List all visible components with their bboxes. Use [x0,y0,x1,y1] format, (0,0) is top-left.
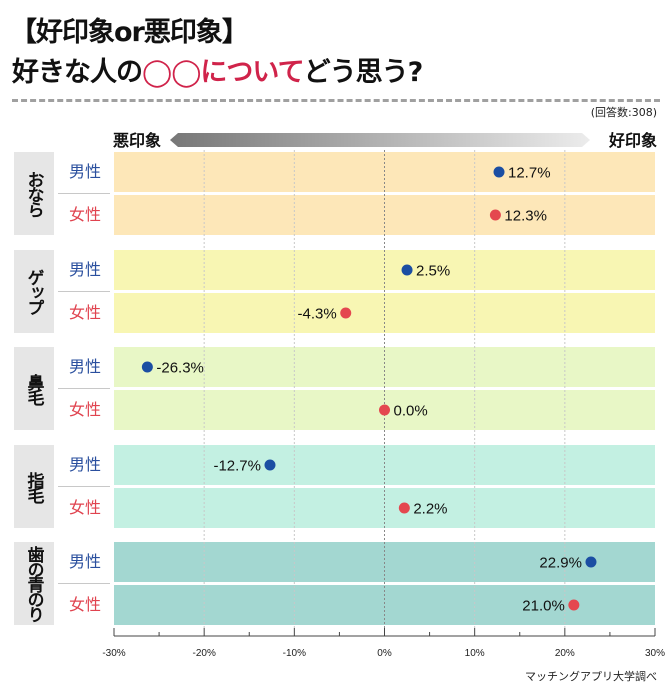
chart-title-line1: 【好印象or悪印象】 [10,17,249,48]
data-label: 12.7% [508,165,551,182]
data-point-female [568,599,580,611]
data-label: 2.5% [416,263,450,280]
data-label: -12.7% [213,458,261,475]
data-point-female [398,502,410,514]
impression-gradient-arrow [170,133,590,147]
group-label-text: 鼻毛 [23,373,44,404]
sex-separator [58,291,110,292]
sex-label-male: 男性 [68,552,101,571]
group-label: ゲップ [14,250,54,333]
data-label: 0.0% [394,403,428,420]
data-point-male [493,166,505,178]
sex-label-female: 女性 [68,498,101,517]
x-tick-label: 0% [377,648,392,659]
data-label: 22.9% [539,555,582,572]
title-divider [12,99,660,102]
group-label-text: ゲップ [23,269,44,314]
x-tick-label: -20% [192,648,215,659]
sex-label-male: 男性 [68,455,101,474]
sex-label-female: 女性 [68,400,101,419]
group-label-text: 指毛 [23,471,44,502]
source-credit: マッチングアプリ大学調べ [525,670,657,683]
data-label: 21.0% [522,598,565,615]
data-point-female [489,209,501,221]
scale-label-bad: 悪印象 [113,131,162,150]
x-tick-label: 20% [555,648,575,659]
data-label: 12.3% [504,208,547,225]
chart-title-line2: 好きな人の◯◯についてどう思う? [12,50,424,89]
group-label-text: おなら [23,171,44,216]
data-point-male [401,264,413,276]
sex-label-male: 男性 [68,357,101,376]
sex-separator [58,388,110,389]
respondent-count: (回答数:308) [590,106,657,119]
title-text-highlight: ◯◯について [142,57,305,88]
sex-separator [58,193,110,194]
title-text-after: どう思う? [303,57,424,88]
data-point-female [379,404,390,416]
x-tick-label: -30% [102,648,125,659]
sex-separator [58,583,110,584]
data-point-female [340,307,352,319]
x-tick-label: 30% [645,648,665,659]
sex-label-female: 女性 [68,303,101,322]
title-text-before: 好きな人の [12,57,143,88]
data-point-male [585,556,597,568]
x-tick-label: 10% [465,648,485,659]
sex-label-female: 女性 [68,595,101,614]
x-tick-label: -10% [283,648,306,659]
scale-label-good: 好印象 [608,131,657,150]
sex-label-male: 男性 [68,162,101,181]
group-label-text: 歯の青のり [23,546,44,621]
data-label: 2.2% [413,501,447,518]
group-label: 指毛 [14,445,54,528]
data-point-male [264,459,276,471]
sex-separator [58,486,110,487]
data-label: -4.3% [298,306,337,323]
group-label: 歯の青のり [14,542,54,625]
group-label: おなら [14,152,54,235]
sex-label-male: 男性 [68,260,101,279]
sex-label-female: 女性 [68,205,101,224]
data-point-male [141,361,153,373]
group-label: 鼻毛 [14,347,54,430]
data-label: -26.3% [156,360,204,377]
